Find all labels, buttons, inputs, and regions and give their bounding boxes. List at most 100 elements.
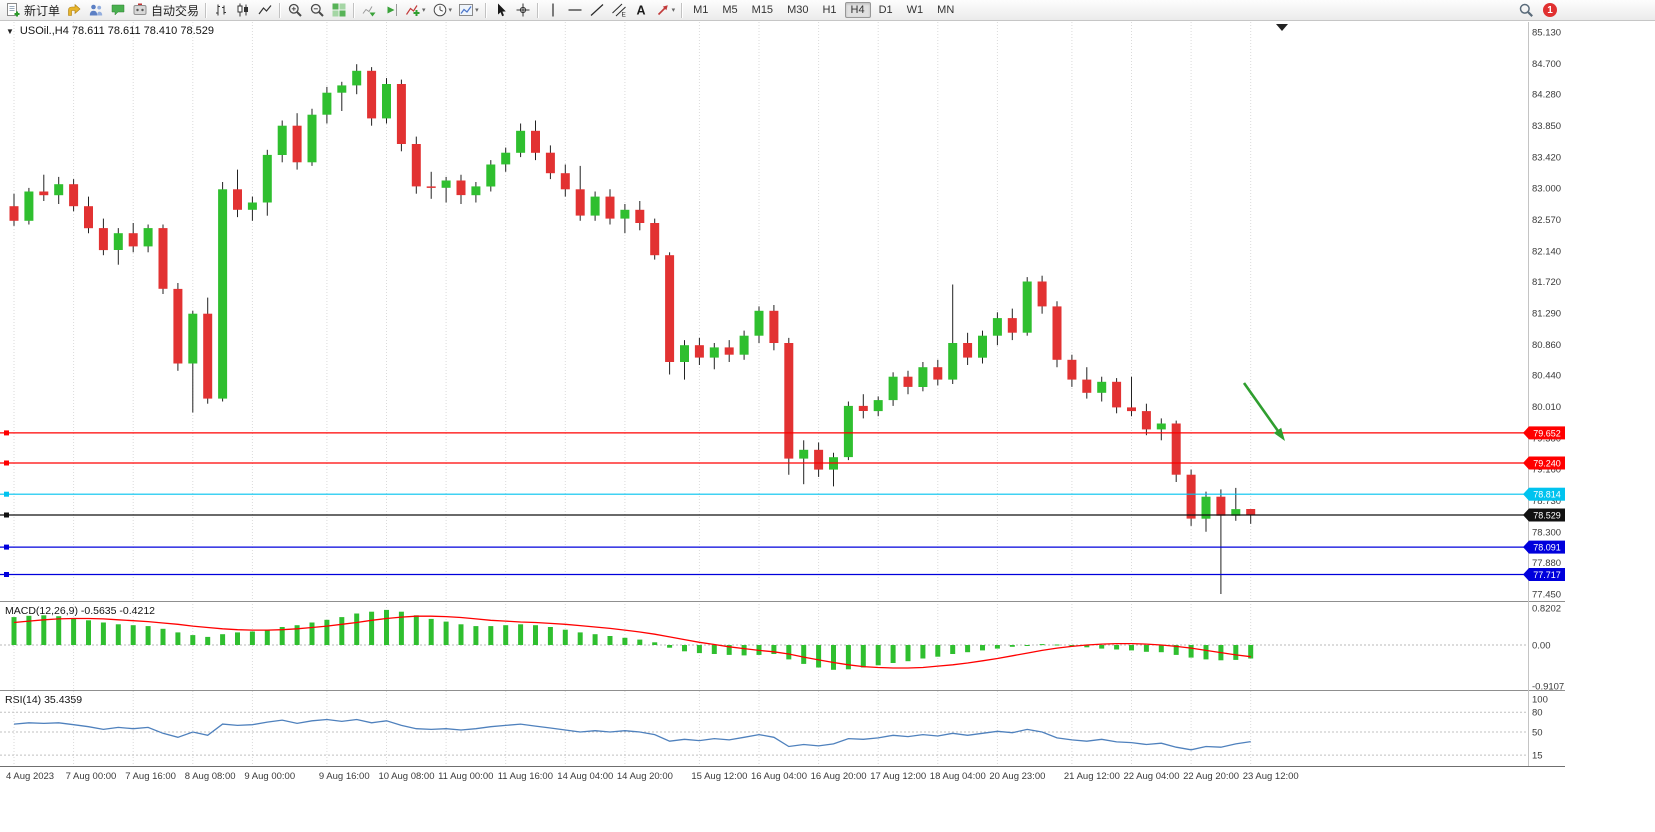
chat-button[interactable] bbox=[107, 1, 129, 20]
price-tag[interactable]: 77.717 bbox=[1523, 568, 1565, 581]
macd-axis-label: 0.8202 bbox=[1532, 604, 1561, 615]
candle bbox=[680, 340, 689, 380]
svg-text:E: E bbox=[621, 12, 626, 19]
arrows-icon bbox=[655, 2, 671, 18]
candle-body bbox=[382, 84, 391, 119]
candle bbox=[888, 372, 898, 406]
macd-bar bbox=[175, 632, 181, 645]
hline-handle[interactable] bbox=[4, 430, 9, 436]
cursor-button[interactable] bbox=[490, 1, 512, 20]
candle bbox=[54, 176, 64, 204]
candle-body bbox=[173, 288, 183, 364]
candle-body bbox=[143, 228, 153, 247]
hline-handle[interactable] bbox=[4, 572, 9, 577]
zoom-out-button[interactable] bbox=[306, 1, 328, 20]
candle-body bbox=[978, 335, 987, 358]
macd-bar bbox=[309, 622, 315, 645]
candle bbox=[545, 145, 555, 180]
bar-chart-button[interactable] bbox=[210, 1, 232, 20]
hline-handle[interactable] bbox=[4, 491, 9, 497]
notification-badge[interactable]: 1 bbox=[1543, 3, 1557, 17]
chart-shift-marker[interactable] bbox=[1276, 24, 1288, 31]
arrows-button[interactable]: ▾ bbox=[652, 1, 679, 20]
zoom-in-button[interactable] bbox=[284, 1, 306, 20]
community-button[interactable] bbox=[85, 1, 107, 20]
vertical-line-button[interactable] bbox=[542, 1, 564, 20]
tf-mn-button[interactable]: MN bbox=[937, 4, 955, 16]
new-order-button[interactable]: 新订单 bbox=[2, 1, 63, 20]
candle bbox=[814, 442, 824, 477]
candle bbox=[441, 176, 451, 203]
price-axis-label: 80.860 bbox=[1532, 340, 1561, 351]
tf-h4-button[interactable]: H4 bbox=[844, 2, 871, 18]
line-chart-button[interactable] bbox=[254, 1, 276, 20]
templates-button[interactable]: ▾ bbox=[455, 1, 482, 20]
macd-bar bbox=[1099, 645, 1105, 649]
macd-bar bbox=[1143, 645, 1149, 652]
chart-shift-button[interactable] bbox=[380, 1, 402, 20]
time-axis-label: 16 Aug 20:00 bbox=[811, 771, 867, 782]
price-tag[interactable]: 78.529 bbox=[1523, 508, 1565, 522]
time-axis-label: 15 Aug 12:00 bbox=[691, 771, 747, 782]
auto-trading-button-label: 自动交易 bbox=[151, 3, 200, 18]
candle bbox=[739, 330, 749, 360]
price-tag[interactable]: 79.652 bbox=[1523, 426, 1565, 440]
macd-bar bbox=[443, 621, 449, 645]
tf-m5-button[interactable]: M5 bbox=[722, 4, 738, 16]
text-label-button[interactable]: A bbox=[630, 1, 652, 20]
horizontal-line-button[interactable] bbox=[564, 1, 586, 20]
candle bbox=[769, 305, 779, 351]
price-tag[interactable]: 78.814 bbox=[1523, 487, 1565, 501]
tf-m15-button[interactable]: M15 bbox=[751, 4, 774, 16]
indicators-button[interactable]: ▾ bbox=[402, 1, 429, 20]
auto-trading-button[interactable]: 自动交易 bbox=[129, 1, 202, 20]
hline-handle[interactable] bbox=[4, 460, 9, 466]
macd-bar bbox=[980, 645, 985, 651]
macd-bar bbox=[816, 645, 822, 668]
tf-w1-button[interactable]: W1 bbox=[906, 4, 924, 16]
time-axis-label: 14 Aug 04:00 bbox=[557, 771, 613, 782]
search-button[interactable] bbox=[1515, 1, 1537, 20]
candle bbox=[709, 343, 719, 370]
price-tag[interactable]: 79.240 bbox=[1523, 456, 1565, 470]
macd-bar bbox=[160, 628, 166, 645]
candle-body bbox=[233, 189, 242, 210]
candle-body bbox=[1171, 423, 1181, 475]
periods-button[interactable]: ▾ bbox=[429, 1, 456, 20]
time-axis-label: 8 Aug 08:00 bbox=[185, 771, 236, 782]
hline-handle[interactable] bbox=[4, 544, 9, 550]
price-axis-label: 78.730 bbox=[1532, 496, 1561, 507]
candle-body bbox=[858, 405, 868, 411]
svg-text:78.091: 78.091 bbox=[1533, 543, 1561, 553]
tf-d1-button[interactable]: D1 bbox=[878, 4, 893, 16]
one-click-trading-expander[interactable]: ▼ bbox=[6, 26, 14, 36]
quick-action-button[interactable] bbox=[63, 1, 85, 20]
price-tag[interactable]: 78.091 bbox=[1523, 540, 1565, 554]
tf-m1-button[interactable]: M1 bbox=[693, 4, 709, 16]
macd-bar bbox=[398, 611, 404, 645]
tile-windows-button[interactable] bbox=[328, 1, 350, 20]
hline-handle[interactable] bbox=[4, 512, 9, 518]
candlestick-chart-button[interactable] bbox=[232, 1, 254, 20]
macd-bar bbox=[935, 645, 941, 657]
toolbar-separator bbox=[205, 2, 208, 18]
candle bbox=[307, 108, 317, 166]
svg-text:79.652: 79.652 bbox=[1533, 428, 1561, 438]
tf-m30-button[interactable]: M30 bbox=[787, 4, 809, 16]
crosshair-button[interactable] bbox=[512, 1, 534, 20]
time-axis-label: 21 Aug 12:00 bbox=[1064, 771, 1120, 782]
time-axis-label: 10 Aug 08:00 bbox=[379, 771, 435, 782]
auto-scroll-button[interactable] bbox=[358, 1, 380, 20]
macd-bar bbox=[1009, 645, 1015, 647]
candle-body bbox=[1022, 281, 1032, 333]
macd-bar bbox=[1054, 644, 1060, 646]
trendline-button[interactable] bbox=[586, 1, 608, 20]
tf-h1-button[interactable]: H1 bbox=[822, 4, 837, 16]
rsi-label: RSI(14) 35.4359 bbox=[5, 694, 83, 706]
macd-bar bbox=[577, 632, 583, 645]
candle bbox=[903, 370, 913, 395]
equidistant-channel-button[interactable]: E bbox=[608, 1, 630, 20]
trend-arrow-annotation[interactable] bbox=[1242, 382, 1285, 441]
candle-body bbox=[337, 85, 347, 93]
